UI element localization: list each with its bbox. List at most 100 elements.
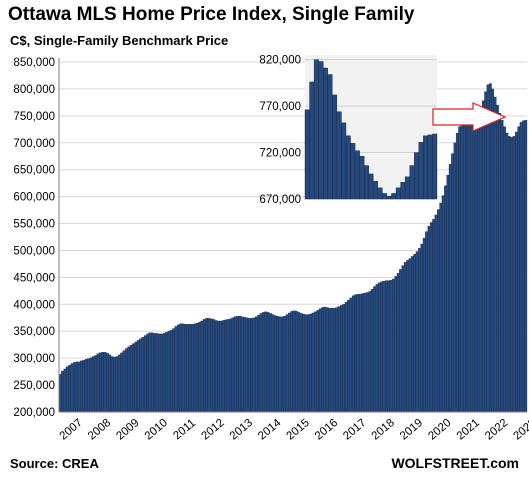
inset-bar — [350, 143, 356, 200]
main-bar — [139, 338, 142, 413]
arrow-icon — [432, 102, 507, 132]
main-bar — [148, 332, 152, 413]
main-bar — [132, 343, 135, 413]
y-tick-label: 700,000 — [13, 138, 55, 150]
main-bar — [245, 317, 249, 413]
main-bar — [328, 307, 331, 413]
main-bar — [240, 316, 244, 413]
main-bar — [408, 258, 412, 413]
y-tick-label: 300,000 — [13, 353, 55, 365]
main-bar — [255, 316, 258, 413]
main-bar — [347, 299, 350, 413]
main-bar — [455, 132, 459, 413]
main-bar — [129, 345, 133, 413]
main-bar — [427, 226, 431, 413]
main-bar — [467, 123, 471, 413]
inset-bar — [418, 142, 424, 200]
main-bar — [493, 96, 497, 413]
main-bar — [136, 340, 140, 413]
main-bar — [122, 350, 126, 413]
main-bar — [349, 297, 353, 413]
y-tick-label: 250,000 — [13, 380, 55, 392]
main-bar — [117, 354, 121, 413]
inset-y-tick-labels: 670,000 720,000 770,000 820,000 — [259, 55, 301, 206]
main-bar — [481, 100, 485, 413]
main-bar — [418, 248, 421, 413]
main-bar — [108, 354, 112, 413]
x-tick-label: 2022 — [483, 417, 510, 443]
main-bar — [63, 368, 67, 413]
main-bar — [198, 321, 201, 413]
inset-bar — [313, 59, 319, 200]
main-bar — [333, 307, 336, 413]
x-tick-label: 2020 — [426, 417, 453, 443]
x-tick-label: 2009 — [114, 417, 141, 443]
main-bar — [505, 132, 509, 413]
main-bar — [101, 352, 105, 413]
x-tick-label: 2017 — [341, 417, 368, 443]
chart-title: Ottawa MLS Home Price Index, Single Fami… — [8, 4, 415, 25]
main-bar — [373, 286, 376, 413]
main-bar — [309, 313, 313, 413]
main-bar — [377, 282, 381, 413]
main-bar — [370, 289, 374, 413]
main-bar — [262, 312, 265, 413]
main-bar — [335, 307, 339, 413]
main-bar — [510, 137, 513, 413]
main-bar — [437, 209, 440, 413]
main-bar — [207, 318, 211, 413]
inset-bar — [391, 193, 397, 200]
x-tick-label: 2018 — [370, 417, 397, 443]
main-bar — [354, 294, 357, 413]
main-bar — [517, 126, 521, 413]
main-bar — [110, 356, 114, 413]
main-bar — [229, 318, 232, 413]
main-bar — [125, 348, 128, 413]
inset-bar — [423, 135, 429, 200]
main-bar — [316, 310, 320, 413]
main-bar — [281, 316, 284, 413]
main-bar — [477, 118, 480, 413]
inset-bar — [309, 81, 315, 200]
main-bar — [432, 219, 435, 413]
main-bar — [273, 315, 277, 413]
main-bar — [61, 370, 64, 413]
main-bar — [89, 357, 93, 413]
x-tick-label: 2023 — [511, 417, 529, 443]
main-bar — [389, 279, 393, 413]
main-bar — [507, 136, 511, 413]
main-bar — [465, 122, 469, 413]
main-bar — [448, 164, 452, 413]
main-bar — [186, 324, 190, 413]
main-bar — [143, 335, 147, 413]
inset-bar — [432, 133, 438, 200]
main-bar — [434, 214, 438, 413]
main-bar — [453, 142, 457, 413]
inset-bar — [354, 150, 360, 200]
x-tick-label: 2013 — [228, 417, 255, 443]
main-bar — [387, 280, 391, 413]
main-bar — [219, 320, 223, 413]
main-bar — [337, 306, 341, 413]
y-tick-label: 200,000 — [13, 407, 55, 419]
x-tick-label: 2014 — [256, 416, 284, 442]
y-tick-label: 750,000 — [13, 111, 55, 123]
inset-bar — [400, 182, 406, 200]
main-bar — [278, 316, 282, 413]
inset-chart: 670,000 720,000 770,000 820,000 — [259, 55, 438, 206]
main-bar — [224, 319, 227, 413]
main-bar — [91, 356, 95, 413]
main-bar — [496, 104, 499, 413]
main-bar — [99, 352, 102, 413]
inset-bar — [427, 134, 433, 200]
main-bar — [366, 292, 369, 413]
main-bar — [392, 278, 395, 413]
main-bar — [361, 293, 365, 413]
main-bar — [236, 316, 239, 413]
main-bar — [247, 318, 251, 413]
main-bar — [75, 361, 79, 413]
inset-bar — [332, 94, 338, 200]
main-bar — [479, 110, 483, 413]
main-bar — [375, 284, 379, 413]
